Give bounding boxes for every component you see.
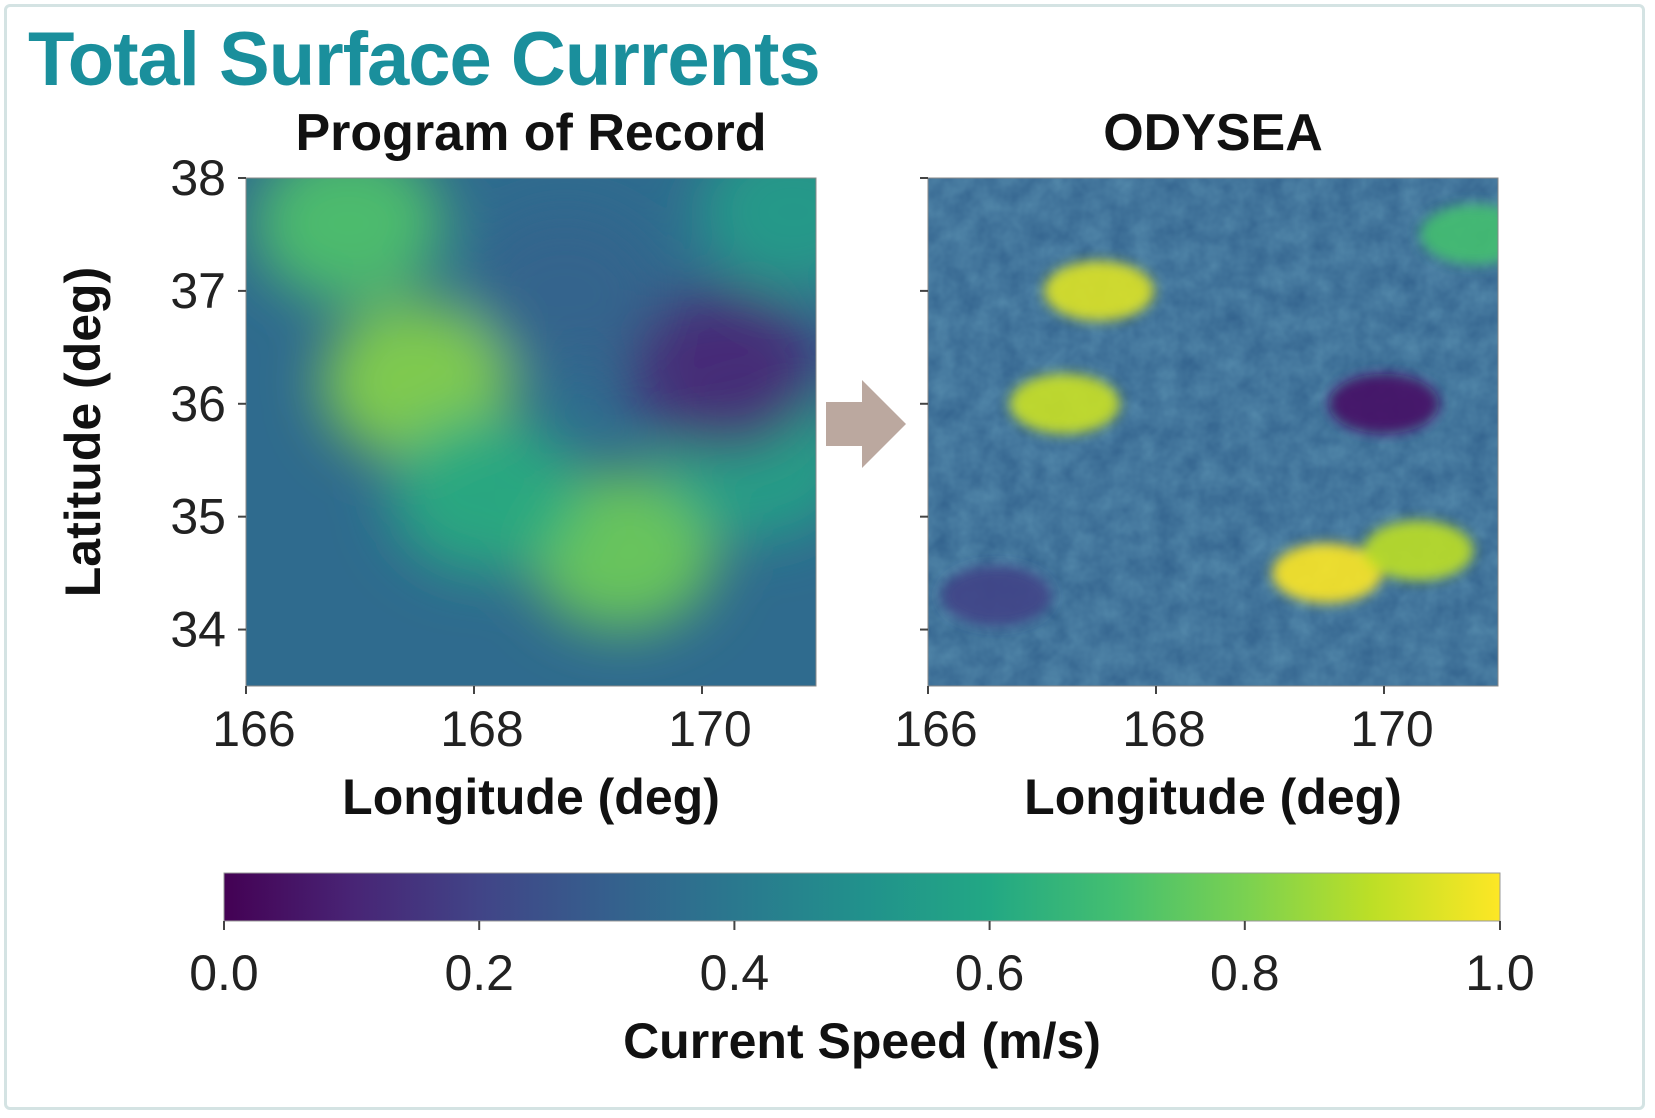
colorbar-tick-label: 0.0: [189, 945, 259, 1001]
x-axis-label: Longitude (deg): [342, 769, 720, 825]
x-axis-label: Longitude (deg): [1024, 769, 1402, 825]
plot-frame: [245, 177, 817, 687]
panel-title-program-of-record: Program of Record: [296, 104, 767, 162]
current-speed-feature: [698, 178, 816, 292]
colorbar-label: Current Speed (m/s): [623, 1013, 1101, 1069]
colorbar-tick-label: 1.0: [1465, 945, 1535, 1001]
figure-title: Total Surface Currents: [28, 17, 821, 102]
current-speed-feature: [470, 210, 661, 371]
current-speed-feature: [1272, 543, 1382, 604]
colorbar-tick-label: 0.2: [444, 945, 514, 1001]
y-tick-label: 35: [170, 489, 226, 545]
current-speed-feature: [1009, 373, 1120, 434]
panel-title-odysea: ODYSEA: [1103, 104, 1323, 162]
x-tick-label: 168: [440, 701, 523, 757]
x-tick-label: 170: [668, 701, 751, 757]
current-speed-feature: [1329, 373, 1439, 434]
current-speed-feature: [1363, 520, 1474, 581]
y-tick-label: 34: [170, 602, 226, 658]
current-speed-feature: [1420, 204, 1498, 265]
heatmap-panel-odysea: ODYSEA 166 168 170 Longitude (deg): [894, 104, 1499, 825]
heatmap-panel-program-of-record: Program of Record 34 35 36 37 38 166 168 170 L…: [55, 104, 817, 825]
x-tick-label: 166: [212, 701, 295, 757]
y-tick-label: 36: [170, 376, 226, 432]
current-speed-feature: [941, 565, 1052, 626]
transition-arrow: [826, 380, 906, 468]
colorbar-tick-label: 0.4: [700, 945, 770, 1001]
x-tick-label: 168: [1122, 701, 1205, 757]
current-speed-feature: [390, 414, 581, 575]
colorbar-gradient: [223, 872, 1501, 922]
y-axis-label: Latitude (deg): [55, 267, 111, 598]
current-speed-feature: [1044, 260, 1154, 321]
right-arrow-icon: [826, 380, 906, 468]
current-speed-feature: [629, 289, 816, 450]
colorbar-tick-label: 0.8: [1210, 945, 1280, 1001]
y-tick-label: 37: [170, 263, 226, 319]
colorbar: 0.0 0.2 0.4 0.6 0.8 1.0 Current Speed (m/s): [189, 872, 1535, 1069]
y-tick-label: 38: [170, 150, 226, 206]
x-tick-label: 166: [894, 701, 977, 757]
current-speed-feature: [253, 178, 444, 304]
plot-frame: [927, 177, 1499, 687]
colorbar-tick-label: 0.6: [955, 945, 1025, 1001]
x-tick-label: 170: [1350, 701, 1433, 757]
